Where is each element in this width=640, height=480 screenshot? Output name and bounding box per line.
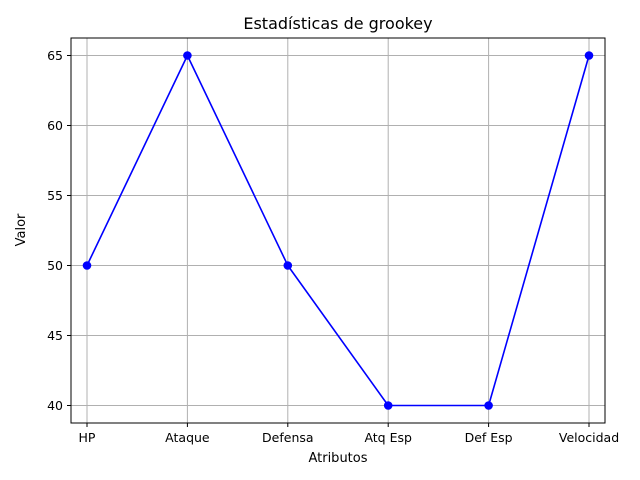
- x-tick-label: Ataque: [165, 430, 210, 445]
- y-tick-label: 60: [47, 118, 63, 133]
- y-tick-label: 65: [47, 48, 63, 63]
- y-axis-ticks: 40 45 50 55 60 65: [47, 48, 71, 413]
- data-point: [283, 261, 293, 270]
- data-point: [484, 401, 493, 410]
- y-tick-label: 45: [47, 328, 63, 343]
- series-layer: [82, 51, 594, 410]
- data-point: [584, 51, 594, 60]
- x-axis-ticks: HP Ataque Defensa Atq Esp Def Esp Velocidad: [79, 423, 619, 445]
- data-point: [383, 401, 393, 410]
- data-point: [183, 51, 192, 60]
- x-tick-label: Def Esp: [465, 430, 513, 445]
- series-line: [86, 54, 590, 407]
- y-axis-label: Valor: [14, 213, 29, 246]
- chart-title: Estadísticas de grookey: [243, 14, 432, 33]
- grid-lines: [71, 38, 605, 423]
- x-tick-label: Atq Esp: [364, 430, 412, 445]
- x-tick-label: HP: [79, 430, 96, 445]
- x-axis-label: Atributos: [308, 451, 367, 466]
- x-tick-label: Defensa: [262, 430, 314, 445]
- y-tick-label: 40: [47, 398, 63, 413]
- data-point: [82, 261, 92, 270]
- x-tick-label: Velocidad: [559, 430, 619, 445]
- y-tick-label: 55: [47, 188, 63, 203]
- y-tick-label: 50: [47, 258, 63, 273]
- plot-area-frame: [70, 37, 606, 424]
